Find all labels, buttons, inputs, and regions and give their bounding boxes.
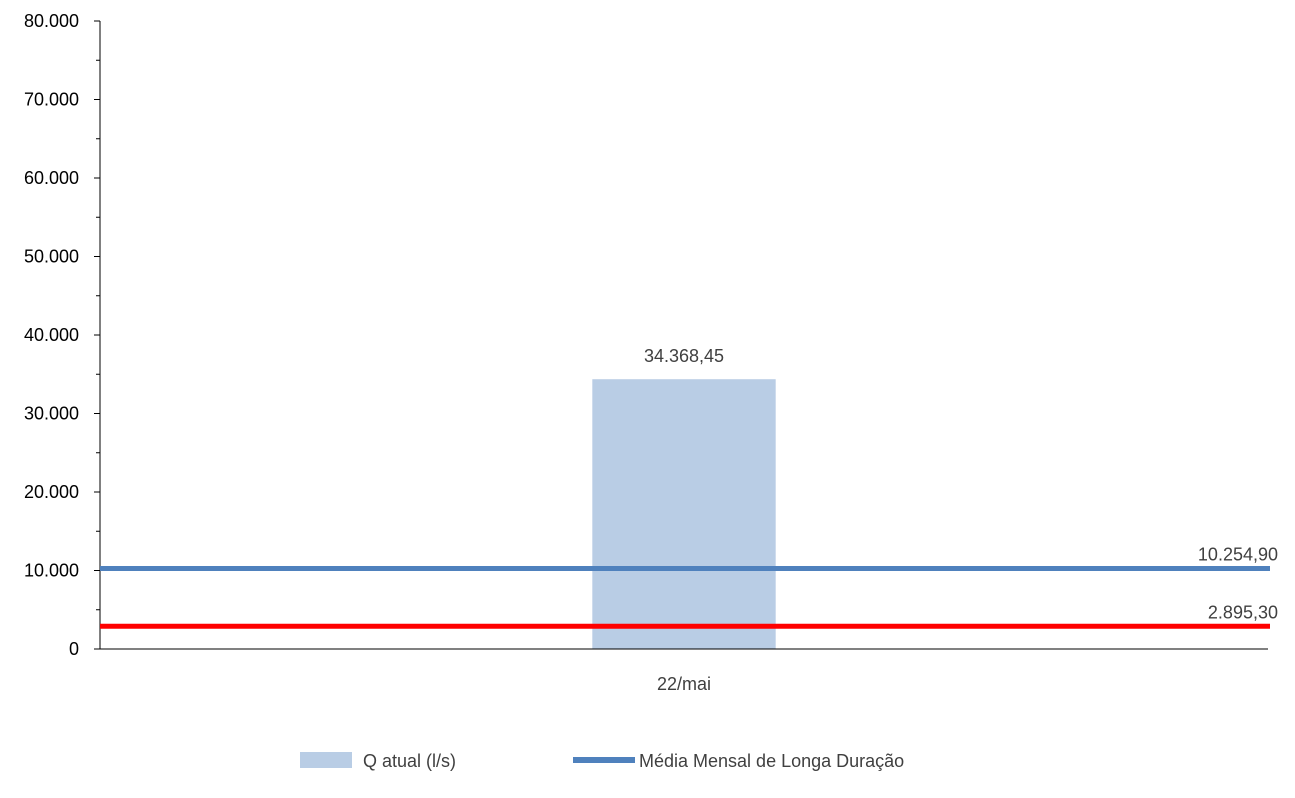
bar-data-label: 34.368,45 <box>644 346 724 366</box>
y-tick-label: 80.000 <box>24 11 79 31</box>
bars: 34.368,45 <box>592 346 776 649</box>
y-tick-label: 30.000 <box>24 404 79 424</box>
reference-line-label: 10.254,90 <box>1198 544 1278 564</box>
bar <box>592 379 776 649</box>
legend-swatch-bar <box>300 752 352 768</box>
x-axis: 22/mai <box>100 648 1268 694</box>
reference-line-label: 2.895,30 <box>1208 602 1278 622</box>
legend: Q atual (l/s) Média Mensal de Longa Dura… <box>300 751 904 771</box>
y-tick-label: 50.000 <box>24 247 79 267</box>
x-tick-label: 22/mai <box>657 674 711 694</box>
y-axis: 0 10.000 20.000 30.000 40.000 50.000 60.000 70.… <box>24 11 101 659</box>
y-tick-label: 70.000 <box>24 90 79 110</box>
reference-lines: 10.254,90 2.895,30 <box>100 544 1278 629</box>
y-tick-label: 10.000 <box>24 561 79 581</box>
y-tick-label: 60.000 <box>24 168 79 188</box>
y-tick-label: 20.000 <box>24 482 79 502</box>
legend-label-bar: Q atual (l/s) <box>363 751 456 771</box>
y-tick-label: 0 <box>69 639 79 659</box>
legend-label-line: Média Mensal de Longa Duração <box>639 751 904 771</box>
y-tick-label: 40.000 <box>24 325 79 345</box>
